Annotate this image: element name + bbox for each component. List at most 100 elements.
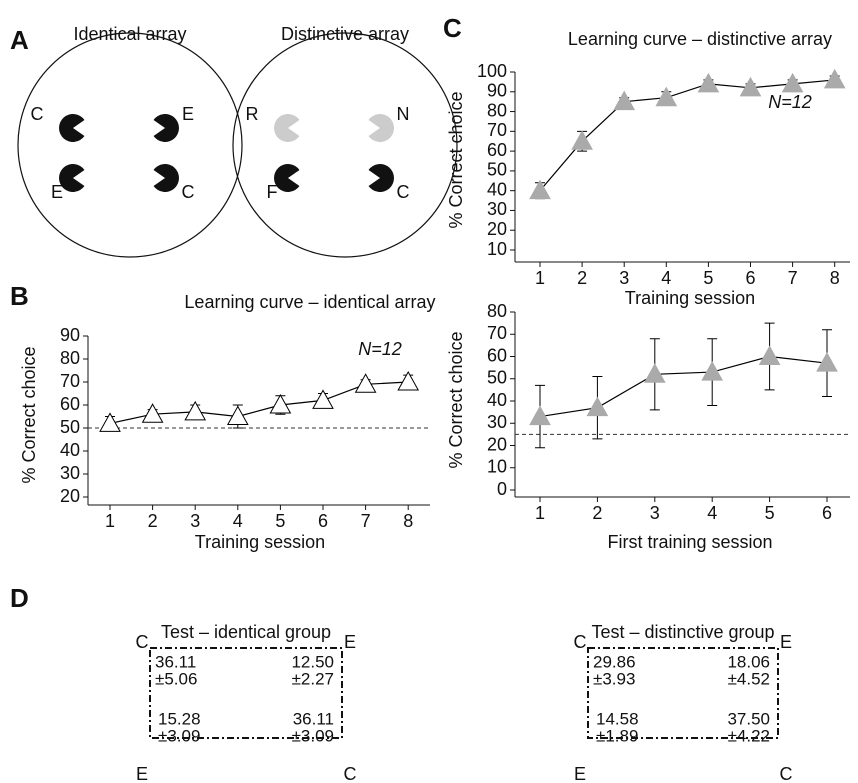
corner-label: E — [574, 764, 586, 783]
arena — [232, 32, 458, 258]
cell-mean: 36.11 — [293, 709, 334, 728]
x-tick-label: 1 — [535, 503, 545, 523]
y-tick-label: 50 — [60, 417, 80, 437]
x-tick-label: 1 — [535, 268, 545, 288]
x-tick-label: 5 — [703, 268, 713, 288]
data-point — [184, 400, 207, 421]
data-point — [613, 90, 636, 111]
x-tick-label: 6 — [822, 503, 832, 523]
cell-mean: 14.58 — [596, 709, 639, 728]
data-point — [397, 370, 420, 391]
corner-label: E — [780, 632, 792, 652]
y-tick-label: 70 — [60, 371, 80, 391]
x-axis-label: Training session — [625, 288, 755, 308]
y-tick-label: 100 — [477, 61, 507, 81]
x-tick-label: 4 — [233, 511, 243, 531]
y-tick-label: 0 — [497, 479, 507, 499]
object-label: C — [31, 104, 44, 124]
data-point — [739, 76, 762, 97]
x-tick-label: 6 — [318, 511, 328, 531]
y-axis-label: % Correct choice — [446, 331, 466, 468]
object-label: E — [182, 104, 194, 124]
cell-sd: ±2.27 — [292, 669, 334, 688]
data-point — [269, 393, 292, 414]
arena — [17, 32, 243, 258]
cell-sd: ±4.52 — [728, 669, 770, 688]
data-point — [586, 396, 609, 417]
data-point — [643, 363, 666, 383]
data-point — [571, 130, 593, 150]
corner-label: C — [574, 632, 587, 652]
y-tick-label: 30 — [487, 199, 507, 219]
x-tick-label: 2 — [577, 268, 587, 288]
cell-sd: ±4.22 — [728, 726, 770, 745]
data-point — [823, 68, 846, 89]
x-tick-label: 3 — [650, 503, 660, 523]
x-tick-label: 7 — [788, 268, 798, 288]
y-tick-label: 70 — [487, 120, 507, 140]
cell-mean: 36.11 — [155, 652, 196, 671]
corner-label: C — [344, 764, 357, 783]
data-point — [226, 405, 249, 425]
x-tick-label: 2 — [148, 511, 158, 531]
x-axis-label: Training session — [195, 532, 325, 552]
panel-label: A — [10, 25, 29, 55]
annotation: N=12 — [768, 92, 812, 112]
cell-mean: 18.06 — [727, 652, 770, 671]
chart-title: Learning curve – distinctive array — [568, 29, 832, 49]
object-icon — [368, 114, 395, 143]
y-tick-label: 20 — [60, 486, 80, 506]
corner-label: C — [136, 632, 149, 652]
chart-title: Learning curve – identical array — [184, 292, 435, 312]
data-point — [312, 389, 334, 409]
object-icon — [368, 164, 395, 193]
x-tick-label: 3 — [190, 511, 200, 531]
y-tick-label: 10 — [487, 239, 507, 259]
x-tick-label: 1 — [105, 511, 115, 531]
y-tick-label: 40 — [60, 440, 80, 460]
x-tick-label: 2 — [592, 503, 602, 523]
cell-sd: ±3.09 — [292, 726, 334, 745]
panel-label: C — [443, 13, 462, 43]
data-point — [529, 405, 551, 426]
x-tick-label: 8 — [403, 511, 413, 531]
y-tick-label: 30 — [487, 412, 507, 432]
table-title: Test – distinctive group — [591, 622, 774, 642]
cell-sd: ±1.89 — [596, 726, 638, 745]
y-tick-label: 90 — [60, 325, 80, 345]
object-icon — [59, 164, 85, 193]
cell-sd: ±3.93 — [593, 669, 635, 688]
x-tick-label: 7 — [361, 511, 371, 531]
object-label: R — [246, 104, 259, 124]
table-frame — [587, 647, 779, 739]
x-tick-label: 5 — [275, 511, 285, 531]
x-tick-label: 4 — [707, 503, 717, 523]
array-title: Identical array — [73, 24, 186, 44]
object-icon — [59, 114, 85, 143]
data-point — [781, 72, 804, 93]
data-point — [816, 352, 838, 372]
y-tick-label: 60 — [60, 394, 80, 414]
y-tick-label: 40 — [487, 179, 507, 199]
data-point — [701, 361, 724, 381]
object-label: C — [397, 182, 410, 202]
y-tick-label: 60 — [487, 345, 507, 365]
data-point — [99, 412, 121, 432]
panel-label: D — [10, 583, 29, 613]
x-tick-label: 3 — [619, 268, 629, 288]
x-axis-label: First training session — [607, 532, 772, 552]
data-line — [539, 355, 828, 418]
cell-sd: ±3.09 — [158, 726, 200, 745]
y-tick-label: 10 — [487, 457, 507, 477]
data-point — [655, 86, 678, 107]
y-axis-label: % Correct choice — [446, 91, 466, 228]
y-tick-label: 60 — [487, 140, 507, 160]
panel-label: B — [10, 281, 29, 311]
corner-label: E — [344, 632, 356, 652]
y-tick-label: 30 — [60, 463, 80, 483]
corner-label: E — [136, 764, 148, 783]
cell-mean: 37.50 — [727, 709, 770, 728]
object-label: F — [267, 182, 278, 202]
cell-sd: ±5.06 — [155, 669, 197, 688]
